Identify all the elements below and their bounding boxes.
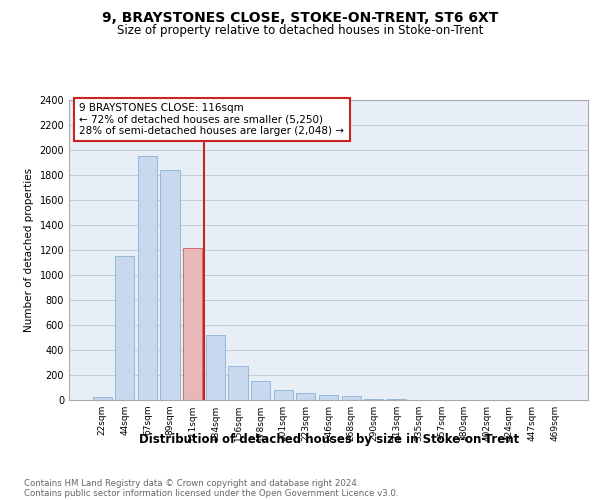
- Bar: [92, 397, 112, 400]
- Text: 9 BRAYSTONES CLOSE: 116sqm
← 72% of detached houses are smaller (5,250)
28% of s: 9 BRAYSTONES CLOSE: 116sqm ← 72% of deta…: [79, 103, 344, 136]
- Text: Contains HM Land Registry data © Crown copyright and database right 2024.: Contains HM Land Registry data © Crown c…: [24, 479, 359, 488]
- Text: Size of property relative to detached houses in Stoke-on-Trent: Size of property relative to detached ho…: [117, 24, 483, 37]
- Bar: [296, 393, 316, 400]
- Bar: [274, 390, 293, 400]
- Bar: [341, 396, 361, 400]
- Bar: [206, 335, 225, 400]
- Bar: [319, 395, 338, 400]
- Bar: [115, 256, 134, 400]
- Bar: [160, 170, 180, 400]
- Text: 9, BRAYSTONES CLOSE, STOKE-ON-TRENT, ST6 6XT: 9, BRAYSTONES CLOSE, STOKE-ON-TRENT, ST6…: [102, 11, 498, 25]
- Y-axis label: Number of detached properties: Number of detached properties: [24, 168, 34, 332]
- Text: Contains public sector information licensed under the Open Government Licence v3: Contains public sector information licen…: [24, 489, 398, 498]
- Bar: [183, 248, 202, 400]
- Text: Distribution of detached houses by size in Stoke-on-Trent: Distribution of detached houses by size …: [139, 432, 519, 446]
- Bar: [138, 156, 157, 400]
- Bar: [251, 381, 270, 400]
- Bar: [229, 366, 248, 400]
